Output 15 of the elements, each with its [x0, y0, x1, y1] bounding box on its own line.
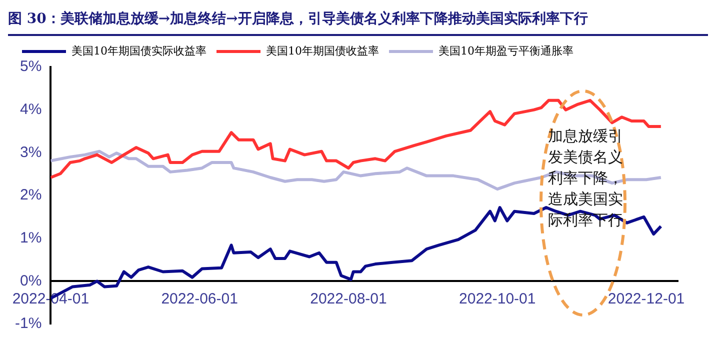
y-tick-label: -1% — [14, 315, 42, 332]
legend-label: 美国10年期国债实际收益率 — [72, 44, 206, 58]
chart-title: 图 30：美联储加息放缓→加息终结→开启降息，引导美债名义利率下降推动美国实际利率下行 — [8, 8, 708, 36]
legend-label: 美国10年期国债收益率 — [266, 44, 379, 58]
y-tick-label: 1% — [20, 229, 42, 246]
y-tick-label: 0% — [20, 272, 42, 290]
x-tick-label: 2022-08-01 — [310, 290, 387, 308]
legend-label: 美国10年期盈亏平衡通胀率 — [438, 44, 574, 58]
y-tick-label: 4% — [20, 100, 42, 118]
y-tick-label: 2% — [20, 186, 42, 204]
y-tick-label: 5% — [20, 58, 42, 76]
x-tick-label: 2022-06-01 — [161, 290, 238, 308]
x-tick-label: 2022-10-01 — [459, 290, 536, 308]
x-tick-label: 2022-12-01 — [608, 290, 685, 308]
y-tick-label: 3% — [20, 144, 42, 161]
